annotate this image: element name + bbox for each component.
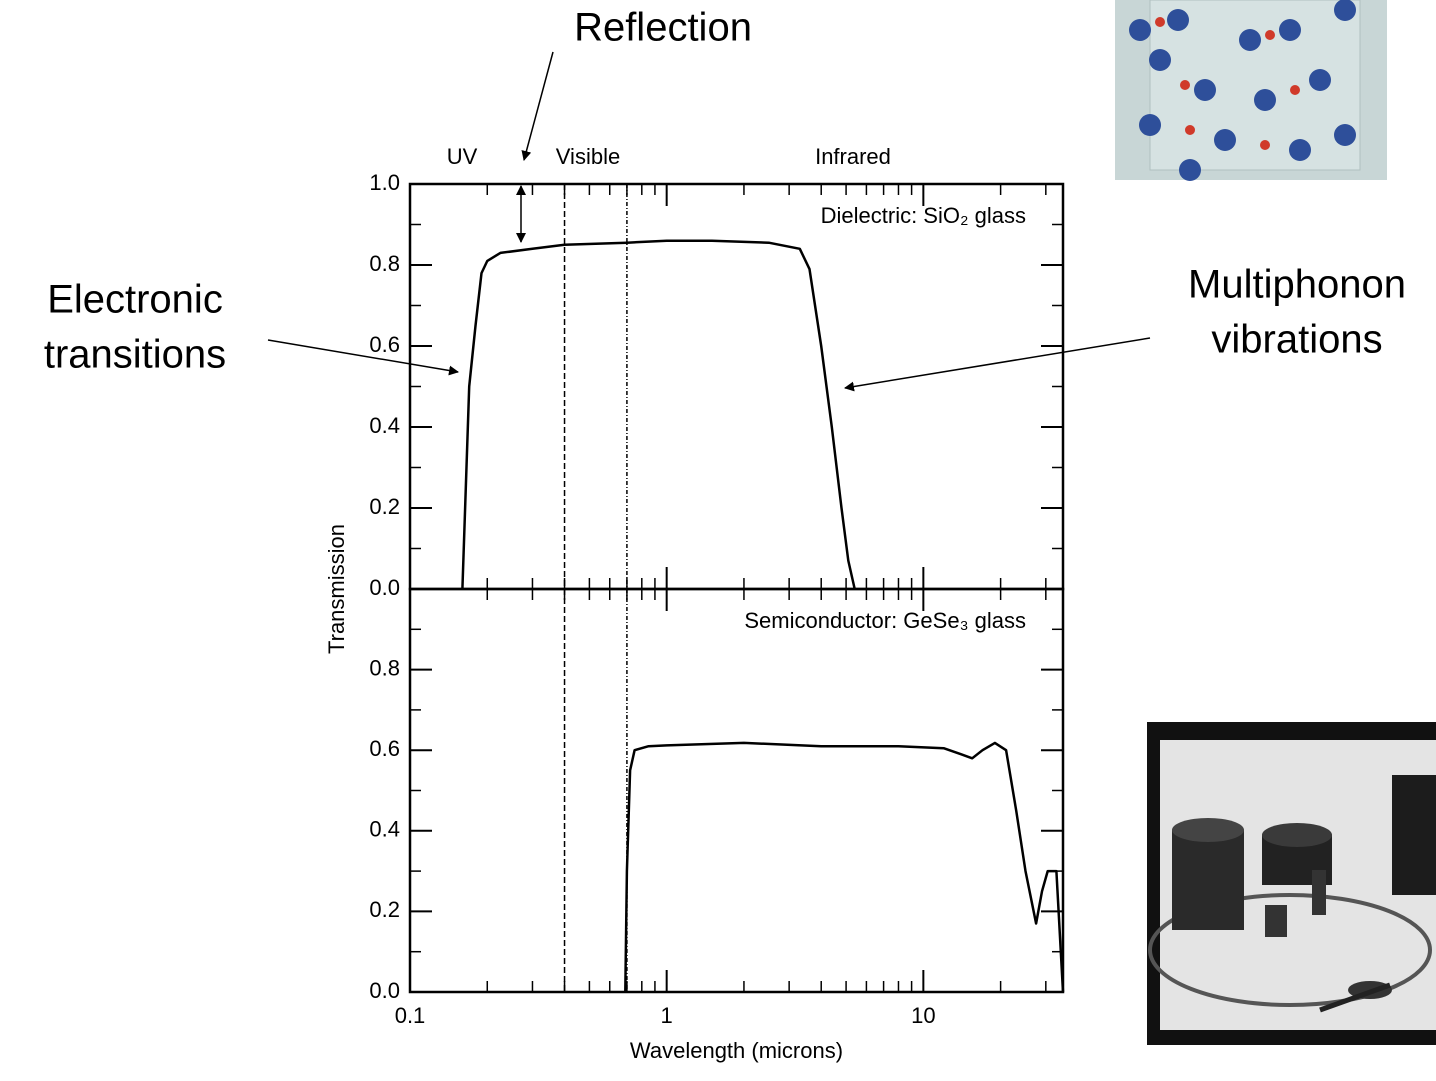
y-tick-label: 0.2: [369, 897, 400, 922]
y-tick-label: 1.0: [369, 170, 400, 195]
region-label: Visible: [556, 144, 620, 169]
y-tick-label: 0.6: [369, 736, 400, 761]
y-tick-label: 0.8: [369, 655, 400, 680]
y-tick-label: 0.8: [369, 251, 400, 276]
annotation: vibrations: [1211, 318, 1382, 362]
region-label: UV: [447, 144, 478, 169]
plot-frame: [410, 589, 1063, 992]
y-tick-label: 0.4: [369, 817, 400, 842]
panel-label: Semiconductor: GeSe₃ glass: [744, 608, 1026, 633]
y-tick-label: 0.4: [369, 413, 400, 438]
plot-frame: [410, 184, 1063, 589]
y-tick-label: 0.6: [369, 332, 400, 357]
y-tick-label: 0.2: [369, 494, 400, 519]
lens-photo: [1147, 722, 1436, 1045]
annotation: Electronic: [47, 278, 223, 322]
annotation: Reflection: [574, 6, 752, 50]
y-tick-label: 0.0: [369, 978, 400, 1003]
x-axis-label: Wavelength (microns): [630, 1038, 843, 1063]
region-label: Infrared: [815, 144, 891, 169]
page: Reflection UV Visible Infrared Electroni…: [0, 0, 1436, 1081]
y-tick-label: 0.0: [369, 575, 400, 600]
data-line: [625, 743, 1063, 992]
x-tick-label: 0.1: [395, 1003, 426, 1028]
annotation: transitions: [44, 333, 226, 377]
x-tick-label: 1: [661, 1003, 673, 1028]
glass-photo: [1115, 0, 1387, 181]
data-line: [462, 241, 854, 589]
panel-label: Dielectric: SiO₂ glass: [821, 203, 1026, 228]
x-tick-label: 10: [911, 1003, 935, 1028]
annotation: Multiphonon: [1188, 263, 1406, 307]
y-axis-label: Transmission: [324, 524, 349, 654]
